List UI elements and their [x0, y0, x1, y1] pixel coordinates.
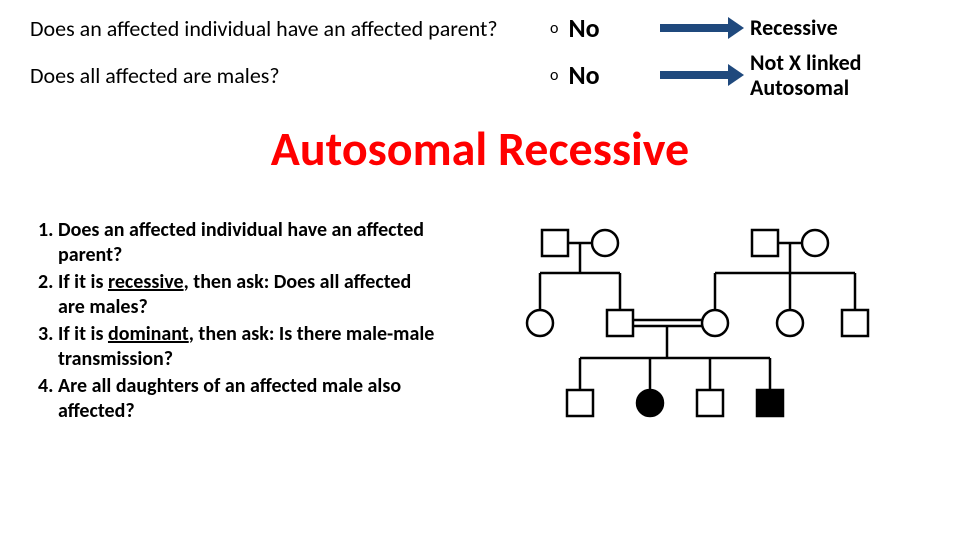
step-item: Are all daughters of an affected male al… [58, 374, 440, 424]
decision-row-2: Does all affected are males? o No Not X … [30, 50, 940, 101]
step-item: If it is dominant, then ask: Is there ma… [58, 322, 440, 372]
arrow-icon [660, 24, 730, 32]
answer-2: o No [550, 59, 640, 91]
conclusion-1: Recessive [750, 15, 930, 40]
page-title: Autosomal Recessive [0, 119, 960, 178]
answer-1: o No [550, 12, 640, 44]
conclusion-2: Not X linked Autosomal [750, 50, 930, 101]
decision-row-1: Does an affected individual have an affe… [30, 12, 940, 44]
steps-list: Does an affected individual have an affe… [0, 218, 440, 448]
step-item: Does an affected individual have an affe… [58, 218, 440, 268]
decision-rows: Does an affected individual have an affe… [0, 0, 960, 101]
arrow-1 [640, 24, 750, 32]
answer-text-1: No [568, 12, 599, 44]
question-1: Does an affected individual have an affe… [30, 15, 550, 42]
answer-text-2: No [568, 59, 599, 91]
bullet-icon: o [550, 19, 558, 38]
bottom-section: Does an affected individual have an affe… [0, 218, 960, 448]
pedigree-diagram [440, 218, 960, 448]
step-item: If it is recessive, then ask: Does all a… [58, 270, 440, 320]
question-2: Does all affected are males? [30, 62, 550, 89]
bullet-icon: o [550, 66, 558, 85]
arrow-icon [660, 71, 730, 79]
arrow-2 [640, 71, 750, 79]
